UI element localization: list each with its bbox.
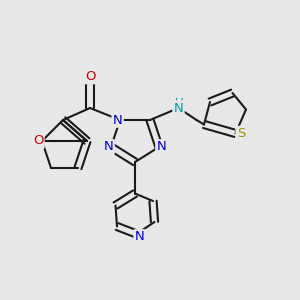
Text: N: N [157, 140, 166, 154]
Text: N: N [174, 101, 183, 115]
Text: O: O [85, 70, 95, 83]
Text: H: H [175, 97, 184, 110]
Text: N: N [104, 140, 113, 154]
Text: N: N [113, 113, 122, 127]
Text: S: S [237, 127, 245, 140]
Text: N: N [135, 230, 144, 244]
Text: O: O [33, 134, 44, 148]
